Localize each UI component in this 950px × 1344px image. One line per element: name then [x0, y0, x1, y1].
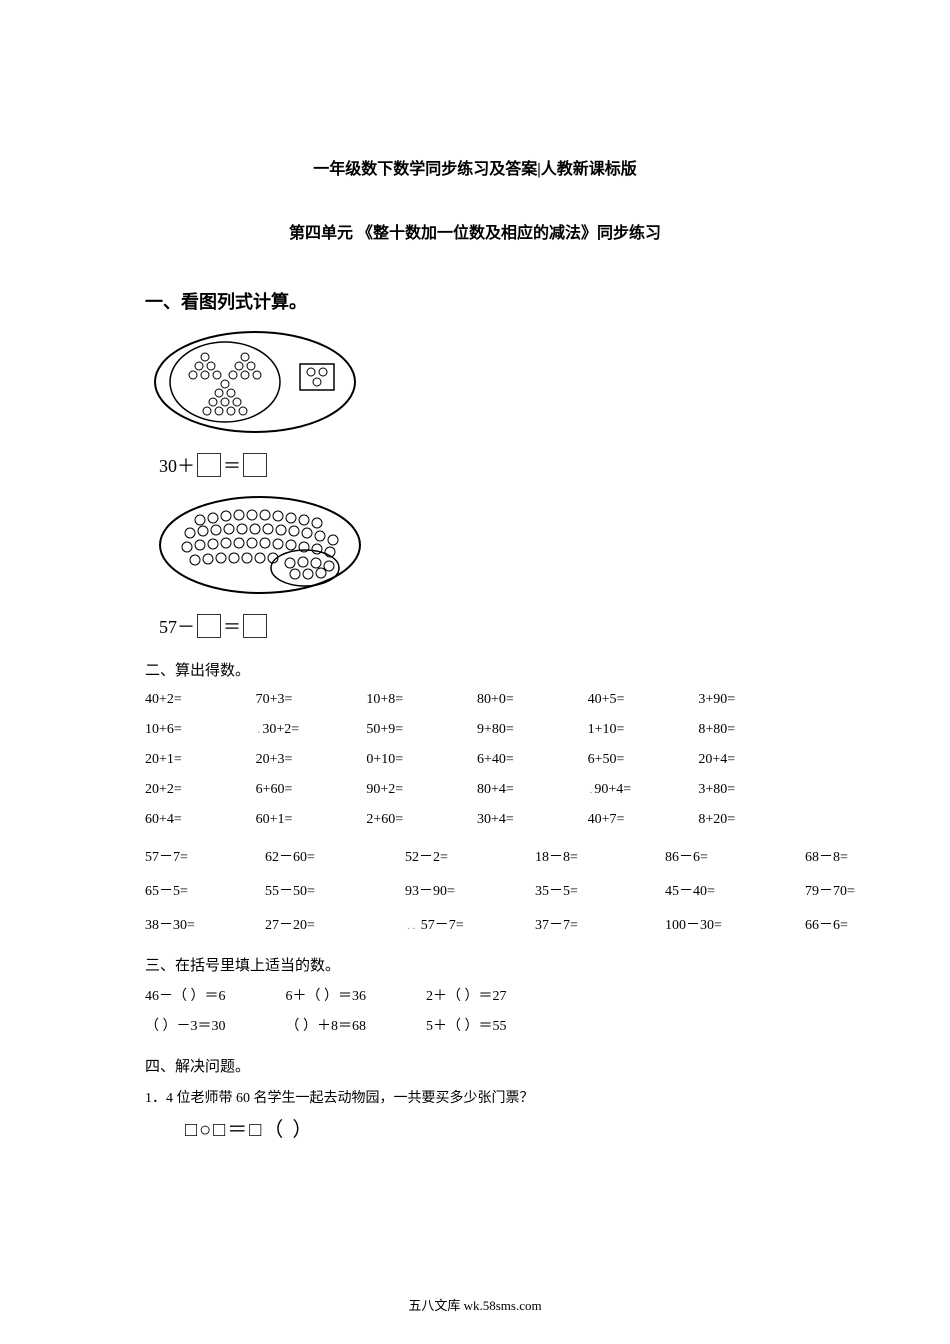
fig2-mid: ＝ — [223, 613, 241, 639]
add-cell: 60+1= — [256, 812, 363, 828]
add-cell: 1+10= — [588, 722, 695, 738]
fill-cell: 46－（ ）＝6 — [145, 985, 226, 1005]
fig2-box2 — [243, 614, 267, 638]
doc-subtitle: 第四单元 《整十数加一位数及相应的减法》同步练习 — [145, 219, 805, 243]
doc-title: 一年级数下数学同步练习及答案|人教新课标版 — [145, 155, 805, 179]
page-footer: 五八文库 wk.58sms.com — [0, 1295, 950, 1314]
sub-cell: 27－20= — [265, 914, 405, 934]
fig1-box1 — [197, 453, 221, 477]
add-cell: 20+1= — [145, 752, 252, 768]
add-cell: 80+4= — [477, 782, 584, 798]
add-cell: 20+3= — [256, 752, 363, 768]
sub-cell: 66－6= — [805, 914, 900, 934]
add-cell: 0+10= — [366, 752, 473, 768]
figure-2-svg — [145, 490, 385, 605]
figure-2 — [145, 490, 805, 605]
add-cell: 70+3= — [256, 692, 363, 708]
sub-cell: 45－40= — [665, 880, 805, 900]
sub-cell: . . 57－7= — [405, 914, 535, 934]
sub-cell: 35－5= — [535, 880, 665, 900]
add-cell: 50+9= — [366, 722, 473, 738]
add-cell: 60+4= — [145, 812, 252, 828]
add-cell: 30+4= — [477, 812, 584, 828]
add-cell: 10+6= — [145, 722, 252, 738]
add-cell: 40+2= — [145, 692, 252, 708]
fill-cell: 5＋（ ）＝55 — [426, 1015, 507, 1035]
q4-1-text: 1．4 位老师带 60 名学生一起去动物园，一共要买多少张门票？ — [145, 1086, 805, 1113]
add-cell: 6+50= — [588, 752, 695, 768]
addition-grid: 40+2= 70+3= 10+8= 80+0= 40+5= 3+90= 10+6… — [145, 692, 805, 828]
fig1-mid: ＝ — [223, 452, 241, 478]
sub-cell: 93－90= — [405, 880, 535, 900]
add-cell: 8+80= — [698, 722, 805, 738]
sub-cell: 57－7= — [145, 846, 265, 866]
fig1-box2 — [243, 453, 267, 477]
sub-cell: 55－50= — [265, 880, 405, 900]
add-cell: .90+4= — [588, 782, 695, 798]
add-cell: 10+8= — [366, 692, 473, 708]
add-cell: 20+4= — [698, 752, 805, 768]
add-cell: 3+80= — [698, 782, 805, 798]
subtraction-grid: 57－7= 62－60= 52－2= 18－8= 86－6= 68－8= 65－… — [145, 846, 805, 934]
fill-cell: （ ）－3＝30 — [145, 1015, 226, 1035]
section1-label: 一、看图列式计算。 — [145, 288, 805, 314]
sub-cell: 79－70= — [805, 880, 900, 900]
sub-cell: 62－60= — [265, 846, 405, 866]
fill-cell: （ ）＋8＝68 — [286, 1015, 367, 1035]
figure-1 — [145, 324, 805, 444]
sub-cell: 86－6= — [665, 846, 805, 866]
add-cell: 3+90= — [698, 692, 805, 708]
section3-label: 三、在括号里填上适当的数。 — [145, 954, 805, 975]
sub-cell-inner: 57－7= — [421, 918, 464, 933]
add-cell: 2+60= — [366, 812, 473, 828]
figure-2-equation: 57－ ＝ — [159, 613, 805, 639]
add-cell: 20+2= — [145, 782, 252, 798]
add-cell: 9+80= — [477, 722, 584, 738]
add-cell: 8+20= — [698, 812, 805, 828]
add-cell: 6+40= — [477, 752, 584, 768]
section4-label: 四、解决问题。 — [145, 1055, 805, 1076]
add-cell-inner: 90+4= — [594, 782, 631, 797]
sub-cell: 18－8= — [535, 846, 665, 866]
fig2-box1 — [197, 614, 221, 638]
fill-row-1: 46－（ ）＝6 6＋（ ）＝36 2＋（ ）＝27 — [145, 985, 805, 1005]
add-cell: 40+7= — [588, 812, 695, 828]
add-cell: 6+60= — [256, 782, 363, 798]
sub-cell: 100－30= — [665, 914, 805, 934]
sub-cell: 68－8= — [805, 846, 900, 866]
sub-cell: 38－30= — [145, 914, 265, 934]
q4-1-equation: □○□＝□（ ） — [185, 1113, 805, 1142]
dot-icon: . . — [405, 920, 417, 932]
fig2-prefix: 57－ — [159, 613, 195, 639]
sub-cell: 65－5= — [145, 880, 265, 900]
section2-label: 二、算出得数。 — [145, 659, 805, 680]
figure-1-equation: 30＋ ＝ — [159, 452, 805, 478]
figure-1-svg — [145, 324, 385, 444]
fill-cell: 6＋（ ）＝36 — [286, 985, 367, 1005]
sub-cell: 52－2= — [405, 846, 535, 866]
add-cell: .30+2= — [256, 722, 363, 738]
add-cell-inner: 30+2= — [262, 722, 299, 737]
add-cell: 90+2= — [366, 782, 473, 798]
fill-row-2: （ ）－3＝30 （ ）＋8＝68 5＋（ ）＝55 — [145, 1015, 805, 1035]
add-cell: 80+0= — [477, 692, 584, 708]
sub-cell: 37－7= — [535, 914, 665, 934]
add-cell: 40+5= — [588, 692, 695, 708]
fig1-prefix: 30＋ — [159, 452, 195, 478]
fill-cell: 2＋（ ）＝27 — [426, 985, 507, 1005]
